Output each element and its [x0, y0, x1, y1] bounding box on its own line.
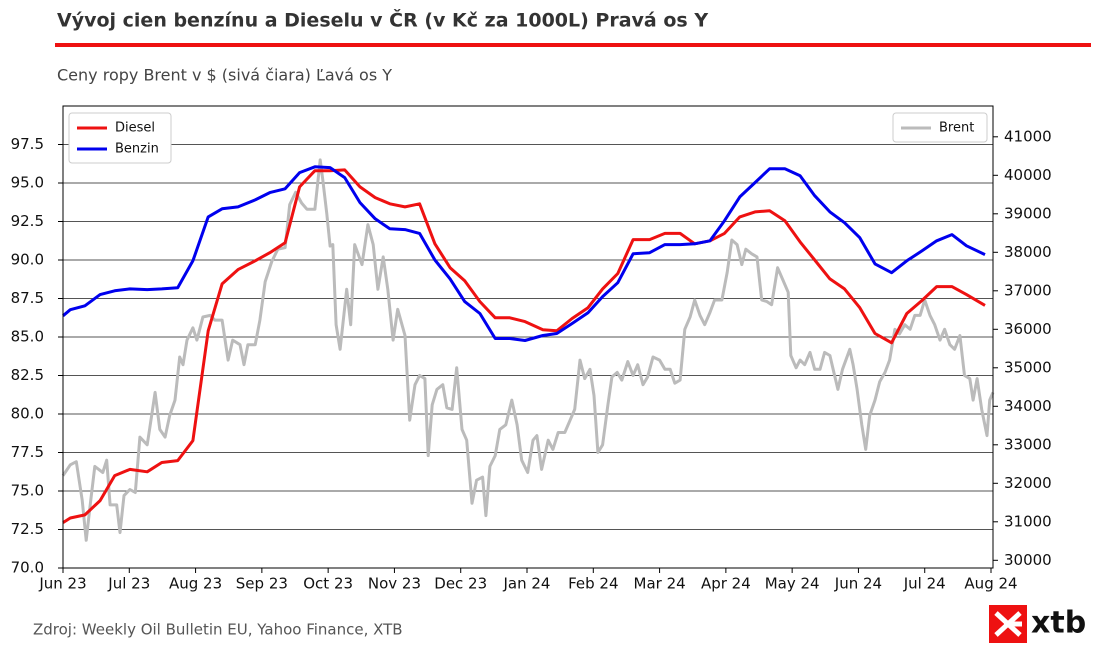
- source-note: Zdroj: Weekly Oil Bulletin EU, Yahoo Fin…: [33, 621, 403, 639]
- legend: Diesel Benzin: [68, 112, 172, 164]
- legend-label: Brent: [939, 121, 974, 136]
- x-tick-label: May 24: [765, 575, 820, 593]
- logo-icon: [994, 611, 1022, 637]
- y2-tick-label: 34000: [1004, 397, 1052, 415]
- y2-tick-label: 41000: [1004, 127, 1052, 145]
- y2-tick-label: 30000: [1004, 551, 1052, 569]
- title-rule: [55, 43, 1091, 47]
- x-tick-label: Jul 23: [107, 575, 150, 593]
- y2-tick-label: 32000: [1004, 474, 1052, 492]
- legend-box: [892, 112, 988, 143]
- y-tick-label: 82.5: [11, 366, 44, 384]
- y2-tick-label: 35000: [1004, 358, 1052, 376]
- y2-tick-label: 40000: [1004, 166, 1052, 184]
- chart-subtitle: Ceny ropy Brent v $ (sivá čiara) Ľavá os…: [57, 66, 392, 85]
- series-line: [62, 168, 986, 524]
- y-tick-label: 85.0: [11, 328, 44, 346]
- x-tick-label: Mar 24: [634, 575, 686, 593]
- y2-tick-label: 36000: [1004, 320, 1052, 338]
- y-tick-label: 92.5: [11, 212, 44, 230]
- y-tick-label: 70.0: [11, 559, 44, 577]
- x-tick-label: Aug 24: [964, 575, 1017, 593]
- x-tick-label: Feb 24: [568, 575, 618, 593]
- y2-tick-label: 37000: [1004, 281, 1052, 299]
- legend-label: Diesel: [115, 121, 155, 136]
- series-line: [61, 158, 995, 542]
- series-line: [62, 165, 986, 342]
- x-tick-label: Jul 24: [903, 575, 946, 593]
- y2-tick-label: 38000: [1004, 243, 1052, 261]
- x-tick-label: Dec 23: [434, 575, 487, 593]
- x-tick-label: Aug 23: [169, 575, 222, 593]
- plot-frame: [62, 105, 994, 569]
- y-tick-label: 75.0: [11, 482, 44, 500]
- legend-label: Benzin: [115, 142, 159, 157]
- x-tick-label: Oct 23: [303, 575, 353, 593]
- y2-tick-label: 33000: [1004, 435, 1052, 453]
- x-tick-label: Nov 23: [368, 575, 421, 593]
- x-tick-label: Jun 23: [38, 575, 86, 593]
- y-tick-label: 80.0: [11, 405, 44, 423]
- y-tick-label: 90.0: [11, 251, 44, 269]
- x-tick-label: Jun 24: [834, 575, 882, 593]
- y2-tick-label: 39000: [1004, 204, 1052, 222]
- y-tick-label: 77.5: [11, 443, 44, 461]
- legend: Brent: [892, 112, 988, 143]
- x-tick-label: Sep 23: [236, 575, 288, 593]
- x-tick-label: Jan 24: [503, 575, 551, 593]
- y-tick-label: 87.5: [11, 289, 44, 307]
- logo-text: xtb: [1031, 606, 1086, 641]
- chart-title: Vývoj cien benzínu a Dieselu v ČR (v Kč …: [57, 8, 708, 32]
- y-tick-label: 97.5: [11, 135, 44, 153]
- logo: xtb: [989, 605, 1086, 643]
- y-tick-label: 95.0: [11, 174, 44, 192]
- y2-tick-label: 31000: [1004, 512, 1052, 530]
- x-tick-label: Apr 24: [701, 575, 751, 593]
- y-tick-label: 72.5: [11, 520, 44, 538]
